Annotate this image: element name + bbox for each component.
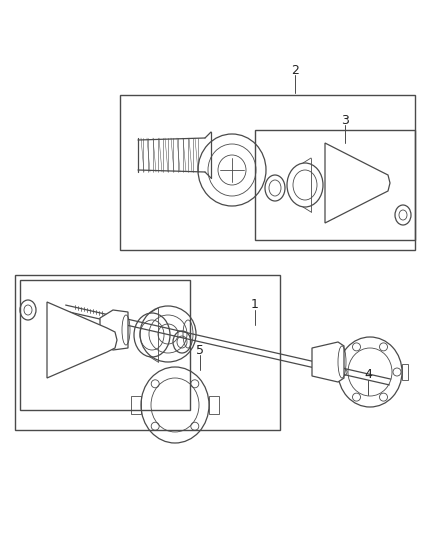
Text: 2: 2 bbox=[291, 63, 299, 77]
Text: 4: 4 bbox=[364, 368, 372, 382]
Polygon shape bbox=[325, 143, 390, 223]
Polygon shape bbox=[100, 310, 128, 350]
Text: 1: 1 bbox=[251, 298, 259, 311]
Bar bbox=[131, 396, 141, 414]
Bar bbox=[120, 95, 415, 250]
Text: 3: 3 bbox=[341, 114, 349, 126]
Bar bbox=[255, 130, 415, 240]
Text: 5: 5 bbox=[196, 343, 204, 357]
Bar bbox=[15, 275, 280, 430]
Bar bbox=[332, 364, 338, 380]
Bar bbox=[20, 280, 190, 410]
Bar bbox=[209, 396, 219, 414]
Polygon shape bbox=[47, 302, 117, 378]
Bar bbox=[402, 364, 408, 380]
Polygon shape bbox=[312, 342, 344, 382]
